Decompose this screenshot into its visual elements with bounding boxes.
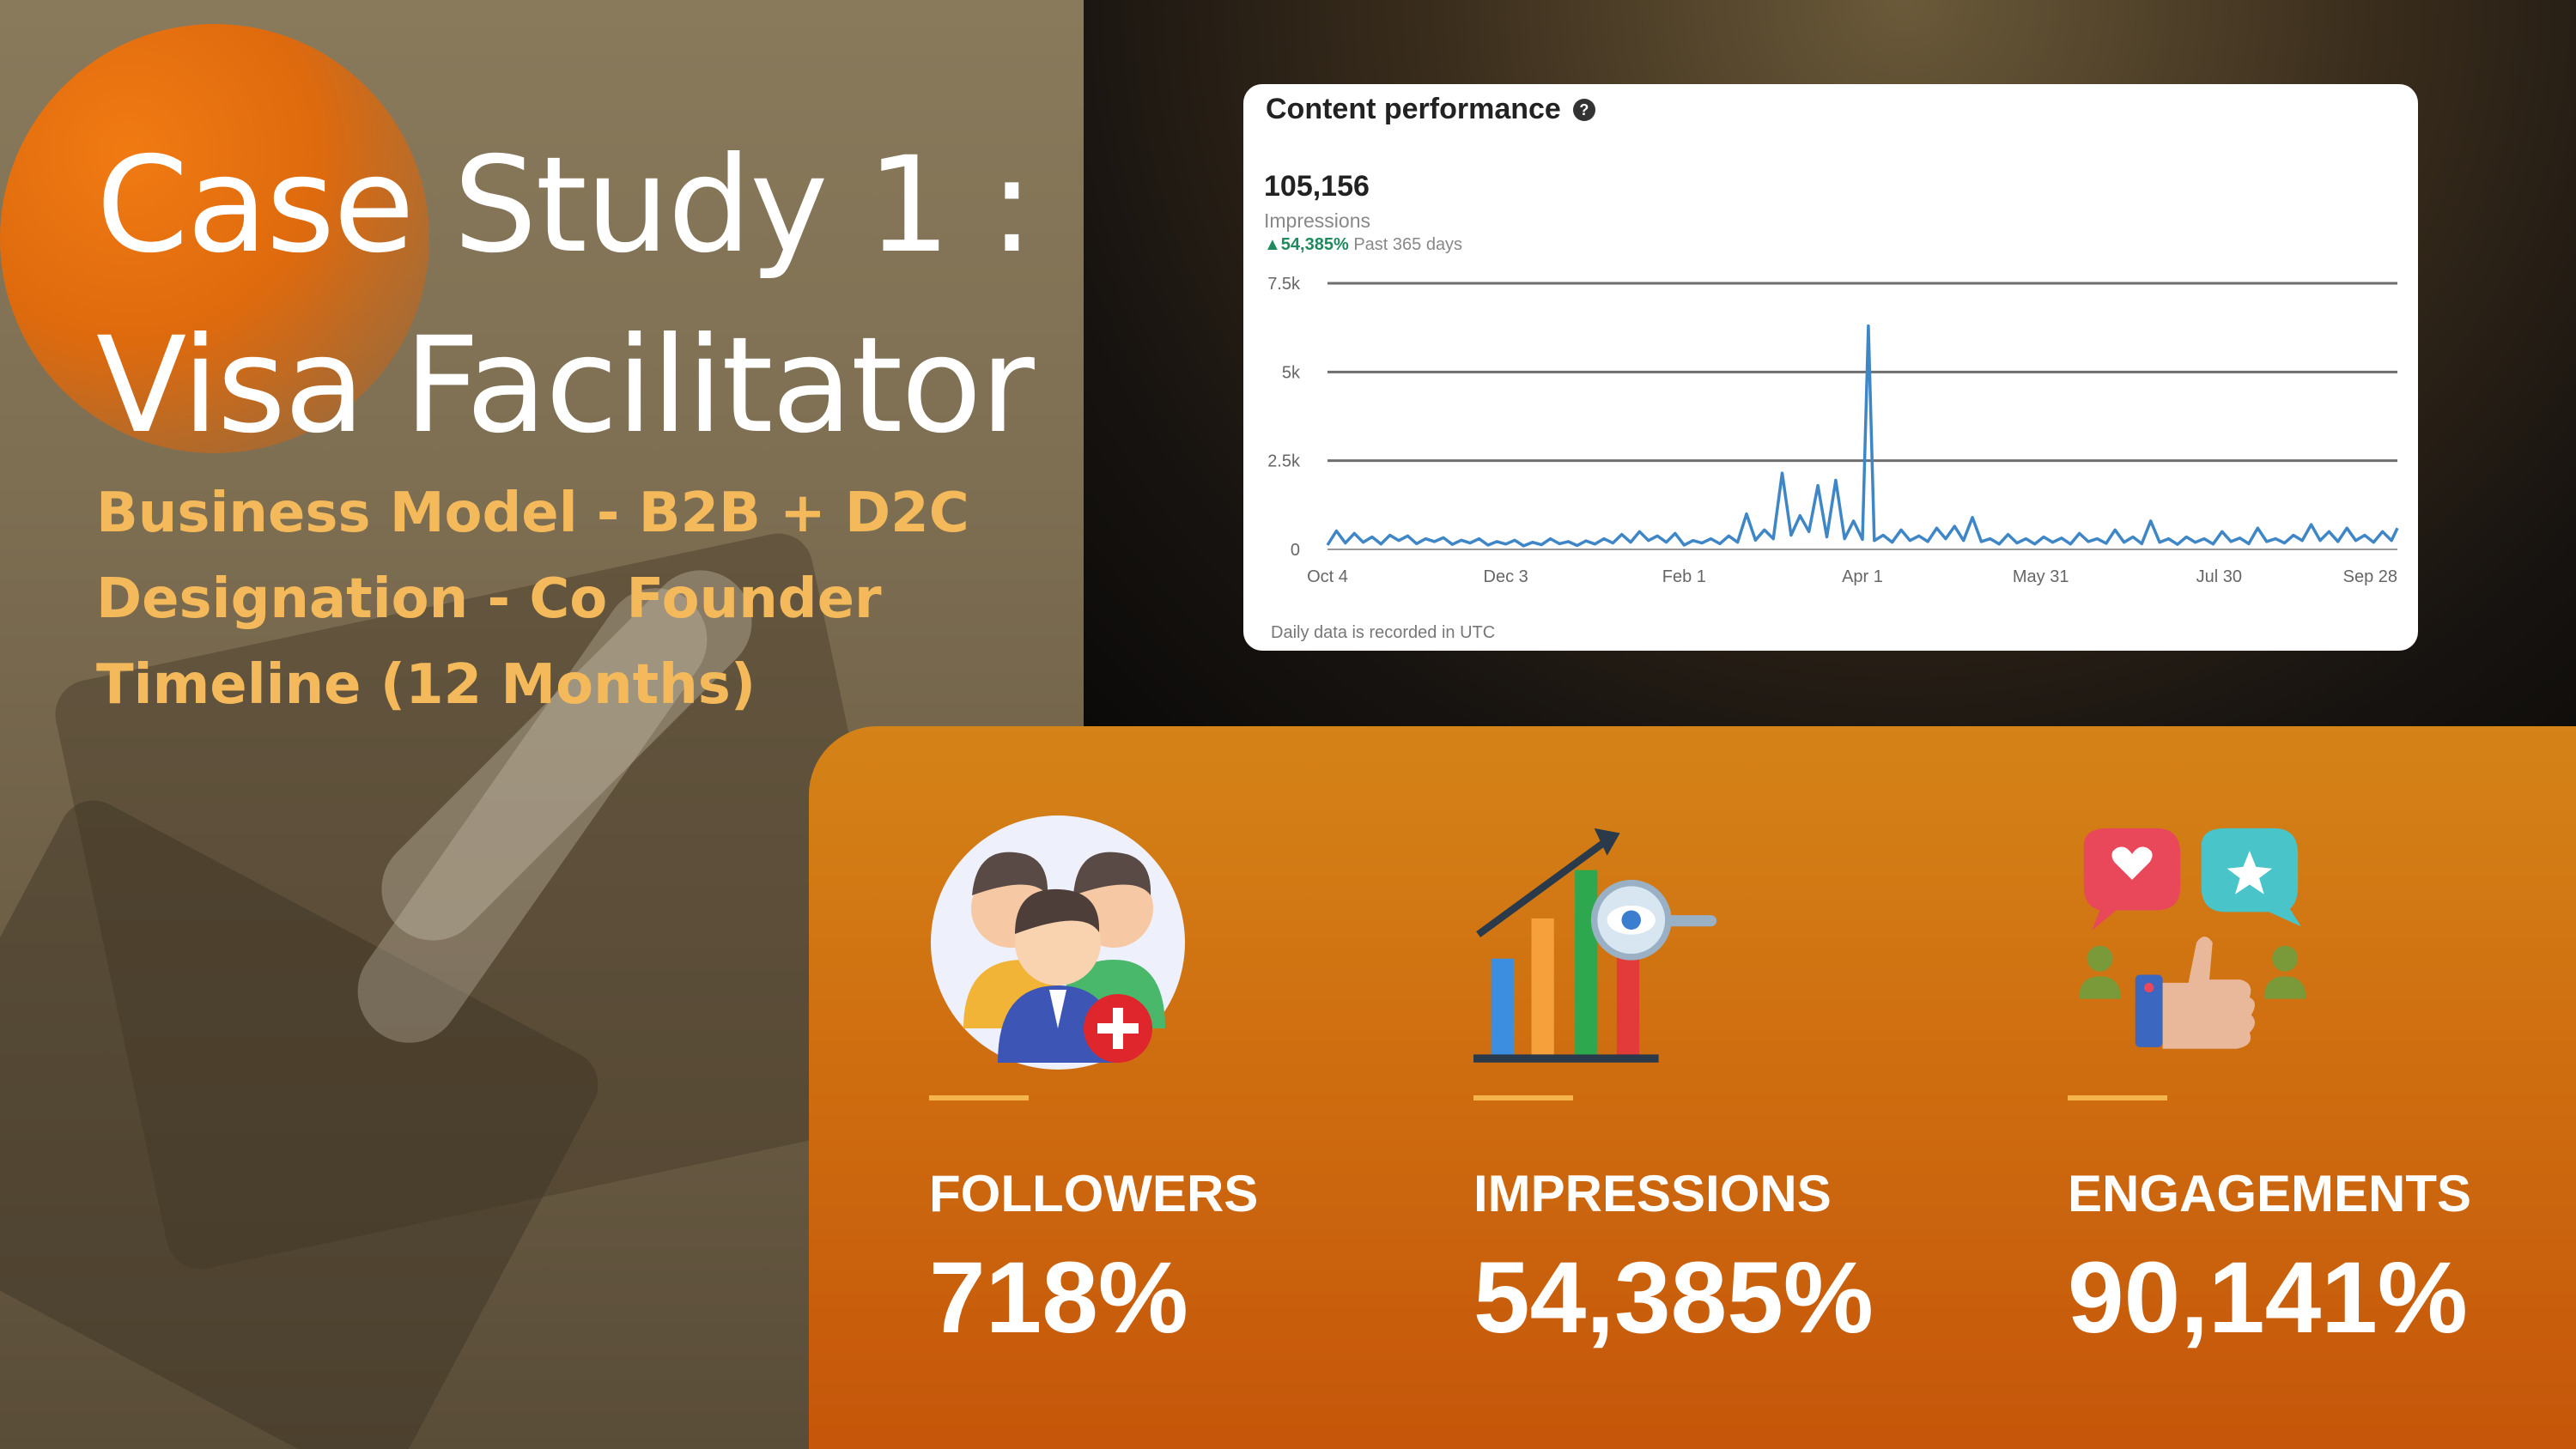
stat-label: FOLLOWERS bbox=[929, 1165, 1259, 1222]
y-tick-label: 7.5k bbox=[1267, 275, 1301, 294]
impressions-chart-icon bbox=[1473, 828, 1717, 1063]
business-model-text: Business Model - B2B + D2C bbox=[96, 482, 969, 545]
card-footnote: Daily data is recorded in UTC bbox=[1271, 623, 1496, 642]
accent-bar bbox=[2068, 1095, 2167, 1100]
accent-bar bbox=[929, 1095, 1029, 1100]
y-tick-label: 0 bbox=[1291, 541, 1300, 560]
x-tick-label: May 31 bbox=[2013, 567, 2069, 586]
case-details: Business Model - B2B + D2C Designation -… bbox=[96, 470, 969, 728]
stat-value: 54,385% bbox=[1473, 1241, 1874, 1355]
x-tick-label: Jul 30 bbox=[2196, 567, 2242, 586]
x-tick-label: Sep 28 bbox=[2343, 567, 2397, 586]
impressions-line-chart: 7.5k 5k 2.5k 0 Oct 4 Dec 3 Feb 1 Apr 1 May 31 Jul… bbox=[1267, 275, 2399, 586]
card-title-text: Content performance bbox=[1266, 93, 1561, 125]
stats-panel: FOLLOWERS 718% IMPRESSIONS 54,385% bbox=[809, 726, 2576, 1449]
designation-text: Designation - Co Founder bbox=[96, 567, 882, 631]
change-percent: ▲54,385% bbox=[1264, 235, 1349, 254]
page-title: Case Study 1 : Visa Facilitator bbox=[96, 116, 1035, 476]
x-tick-label: Dec 3 bbox=[1484, 567, 1528, 586]
change-period: Past 365 days bbox=[1353, 235, 1463, 254]
decorative-orange-circle bbox=[0, 24, 429, 453]
question-circle-icon[interactable]: ? bbox=[1572, 98, 1595, 121]
y-tick-label: 2.5k bbox=[1267, 452, 1301, 471]
content-performance-card: Content performance ? 105,156 Impression… bbox=[1243, 84, 2418, 651]
accent-bar bbox=[1473, 1095, 1573, 1100]
followers-group-icon bbox=[931, 815, 1185, 1070]
engagements-reactions-icon bbox=[2079, 828, 2306, 1049]
stat-label: ENGAGEMENTS bbox=[2068, 1165, 2472, 1222]
stat-value: 718% bbox=[929, 1241, 1188, 1355]
stat-label: IMPRESSIONS bbox=[1473, 1165, 1832, 1222]
timeline-text: Timeline (12 Months) bbox=[96, 653, 756, 717]
impressions-series-line bbox=[1326, 324, 2399, 548]
impressions-value: 105,156 bbox=[1264, 170, 1370, 203]
impressions-change: ▲54,385% Past 365 days bbox=[1264, 235, 1462, 255]
stat-value: 90,141% bbox=[2068, 1241, 2468, 1355]
x-tick-label: Oct 4 bbox=[1307, 567, 1348, 586]
x-tick-label: Apr 1 bbox=[1842, 567, 1883, 586]
title-line-1: Case Study 1 : bbox=[96, 129, 1034, 282]
title-line-2: Visa Facilitator bbox=[96, 309, 1035, 463]
y-tick-label: 5k bbox=[1282, 363, 1301, 382]
impressions-label: Impressions bbox=[1264, 209, 1370, 232]
x-tick-label: Feb 1 bbox=[1662, 567, 1706, 586]
card-title: Content performance ? bbox=[1266, 93, 1595, 126]
